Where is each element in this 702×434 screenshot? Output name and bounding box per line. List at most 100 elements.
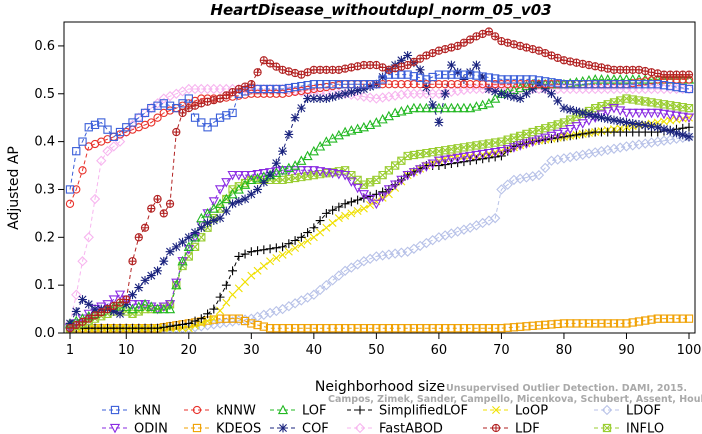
data-point-odin [208,197,219,207]
data-point-knnw [459,80,469,89]
data-point-odin [183,245,194,255]
y-tick-label: 0.5 [34,87,55,102]
data-point-odin [558,127,570,138]
data-point-kdeos [403,324,412,333]
data-point-knn [159,99,168,108]
data-point-kdeos [528,321,537,330]
data-point-knn [466,70,475,79]
data-point-knn [272,84,281,94]
data-point-loop [272,254,281,263]
legend-item-cof: COF [270,422,329,434]
legend-label-fastabod: FastABOD [379,422,443,434]
data-point-knn [447,70,456,79]
data-point-odin [283,166,294,176]
data-point-ldf [159,209,168,218]
data-point-cof [190,228,200,237]
data-point-knn [609,80,619,89]
data-point-odin [677,112,688,123]
data-point-odin [408,168,420,178]
data-point-ldf [203,97,212,106]
data-point-knnw [403,80,412,89]
data-point-lof [277,164,288,175]
data-point-knnw [65,199,75,208]
data-point-knn [653,80,662,89]
data-point-odin [339,170,351,181]
data-point-ldof [283,301,295,312]
data-point-ldof [289,298,301,309]
data-point-knnw [397,80,406,89]
data-point-lof [408,102,420,113]
data-point-odin [652,108,663,119]
series-line-simplifiedlof [70,126,690,329]
data-point-ldof [577,149,588,160]
data-point-knn [103,125,112,134]
data-point-ldf [197,99,206,108]
data-point-ldf [253,68,262,77]
data-point-knn [165,101,175,110]
data-point-ldof [421,237,432,249]
legend-item-ldf: LDF [483,422,540,434]
data-point-kdeos [397,324,406,333]
data-point-ldf [503,38,512,47]
data-point-knn [678,83,687,93]
data-point-lof [365,119,376,130]
data-point-ldof [596,146,607,157]
data-point-kdeos [259,322,268,331]
data-point-ldf [491,32,500,41]
data-point-cof [159,256,169,266]
data-point-lof [427,102,438,113]
data-point-knn [303,81,312,90]
data-point-simplifiedlof [190,316,200,326]
data-point-ldf [147,204,156,213]
data-point-knn [278,84,287,94]
data-point-odin [158,302,169,313]
x-tick-label: 60 [431,343,448,358]
data-point-ldof [489,212,501,224]
data-point-cof [246,189,256,199]
data-point-odin [214,185,226,195]
data-point-ldof [521,172,532,183]
data-point-knn [209,118,218,127]
data-point-simplifiedlof [296,232,306,242]
y-tick-label: 0.6 [34,39,55,54]
data-point-cof [278,146,287,156]
data-point-lof [621,74,632,84]
data-point-simplifiedlof [196,314,206,324]
data-point-cof [284,130,294,139]
data-point-cof [78,295,87,304]
data-point-ldof [590,147,601,158]
data-point-cof [553,96,563,106]
data-point-ldof [321,279,332,291]
data-point-ldof [308,289,320,300]
data-point-cof [509,92,519,102]
legend-marker-loop [492,406,500,414]
data-point-knn [541,77,550,86]
data-point-cof [447,60,456,70]
data-point-knnw [378,80,387,89]
data-point-odin [496,147,507,157]
data-point-ldf [128,257,137,266]
data-point-odin [615,106,626,116]
data-point-simplifiedlof [378,187,388,197]
data-point-cof [115,309,125,319]
legend-marker-knn [110,405,120,415]
legend-label-knnw: kNNW [216,404,256,419]
data-point-odin [471,150,482,161]
plot-area [64,27,695,334]
data-point-knn [197,118,206,127]
data-point-kdeos [328,324,337,333]
data-point-lof [458,102,470,113]
data-point-ldof [527,171,538,182]
data-point-kdeos [378,324,387,333]
data-point-lof [352,123,363,134]
data-point-knnw [491,80,500,89]
data-point-loop [234,284,243,293]
x-tick-label: 20 [181,343,198,358]
data-point-ldof [558,153,570,164]
data-point-simplifiedlof [334,202,344,212]
data-point-cof [547,89,556,99]
data-point-knnw [153,113,162,122]
data-point-lof [608,74,620,84]
data-point-kdeos [365,324,375,333]
data-point-odin [540,133,551,144]
